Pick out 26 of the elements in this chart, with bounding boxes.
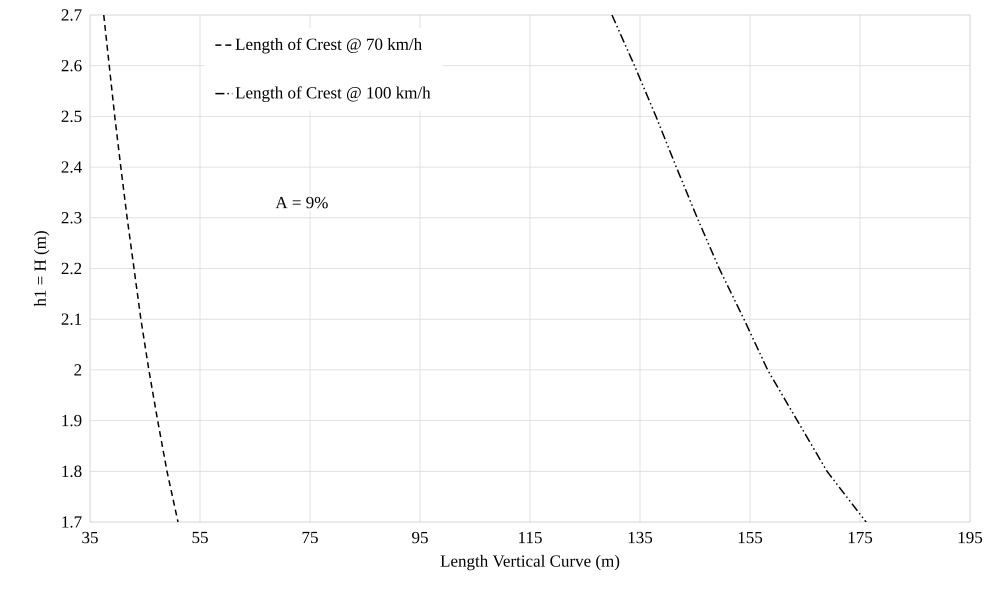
x-tick-label: 75 <box>302 532 318 544</box>
x-axis-title: Length Vertical Curve (m) <box>440 554 620 570</box>
line-series <box>611 14 867 522</box>
y-tick-label: 2 <box>74 364 82 376</box>
y-axis-title: h1 = H (m) <box>34 231 50 306</box>
x-tick-label: 195 <box>958 532 982 544</box>
y-tick-label: 2.4 <box>62 161 82 173</box>
y-tick-label: 2.3 <box>62 212 82 224</box>
y-tick-label: 2.1 <box>62 313 82 325</box>
x-tick-label: 115 <box>519 532 542 544</box>
x-tick-label: 35 <box>82 532 98 544</box>
x-tick-label: 175 <box>848 532 872 544</box>
y-tick-label: 2.2 <box>62 262 82 274</box>
annotation: A = 9% <box>276 196 328 208</box>
y-tick-label: 1.8 <box>62 466 82 478</box>
x-tick-label: 135 <box>628 532 652 544</box>
legend-label: Length of Crest @ 70 km/h <box>236 38 422 54</box>
y-tick-label: 2.7 <box>62 9 82 21</box>
x-tick-label: 55 <box>192 532 208 544</box>
y-tick-label: 2.5 <box>62 110 82 122</box>
x-tick-label: 155 <box>738 532 762 544</box>
y-tick-label: 1.7 <box>62 516 82 528</box>
y-tick-label: 2.6 <box>62 60 82 72</box>
legend-label: Length of Crest @ 100 km/h <box>236 86 430 102</box>
x-tick-label: 95 <box>412 532 428 544</box>
y-tick-label: 1.9 <box>62 414 82 426</box>
